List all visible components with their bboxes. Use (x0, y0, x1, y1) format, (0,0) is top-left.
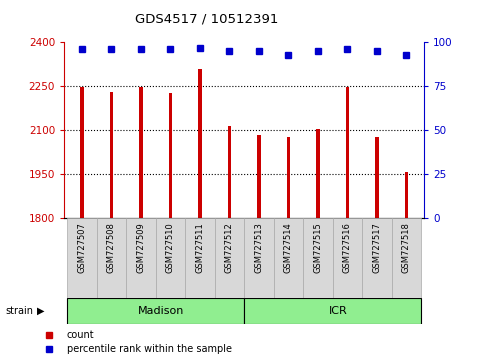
Bar (316, 129, 319, 218)
Text: GSM727513: GSM727513 (254, 222, 263, 273)
Bar (109, 92, 113, 218)
Bar (67, 298, 244, 324)
Bar (391, 218, 421, 299)
Bar (169, 93, 172, 218)
Text: GSM727507: GSM727507 (77, 222, 86, 273)
Text: Madison: Madison (138, 306, 184, 316)
Bar (303, 218, 333, 299)
Bar (346, 87, 349, 218)
Bar (244, 218, 274, 299)
Bar (244, 298, 421, 324)
Text: strain: strain (5, 306, 33, 316)
Bar (375, 137, 379, 218)
Text: GSM727517: GSM727517 (372, 222, 381, 273)
Bar (198, 69, 202, 218)
Text: percentile rank within the sample: percentile rank within the sample (67, 344, 232, 354)
Text: GSM727514: GSM727514 (284, 222, 293, 273)
Text: GSM727511: GSM727511 (195, 222, 204, 273)
Bar (67, 218, 97, 299)
Text: count: count (67, 330, 94, 341)
Bar (80, 87, 83, 218)
Text: ▶: ▶ (37, 306, 44, 316)
Bar (155, 218, 185, 299)
Bar (214, 218, 244, 299)
Bar (97, 218, 126, 299)
Text: GSM727512: GSM727512 (225, 222, 234, 273)
Bar (185, 218, 214, 299)
Text: GSM727510: GSM727510 (166, 222, 175, 273)
Bar (333, 218, 362, 299)
Bar (227, 126, 231, 218)
Bar (139, 87, 142, 218)
Text: GSM727516: GSM727516 (343, 222, 352, 273)
Bar (257, 135, 261, 218)
Text: GSM727518: GSM727518 (402, 222, 411, 273)
Text: GSM727508: GSM727508 (107, 222, 116, 273)
Text: GDS4517 / 10512391: GDS4517 / 10512391 (136, 12, 279, 25)
Bar (362, 218, 391, 299)
Text: ICR: ICR (329, 306, 348, 316)
Text: GSM727515: GSM727515 (313, 222, 322, 273)
Text: GSM727509: GSM727509 (136, 222, 145, 273)
Bar (405, 172, 408, 218)
Bar (126, 218, 155, 299)
Bar (286, 137, 290, 218)
Bar (274, 218, 303, 299)
